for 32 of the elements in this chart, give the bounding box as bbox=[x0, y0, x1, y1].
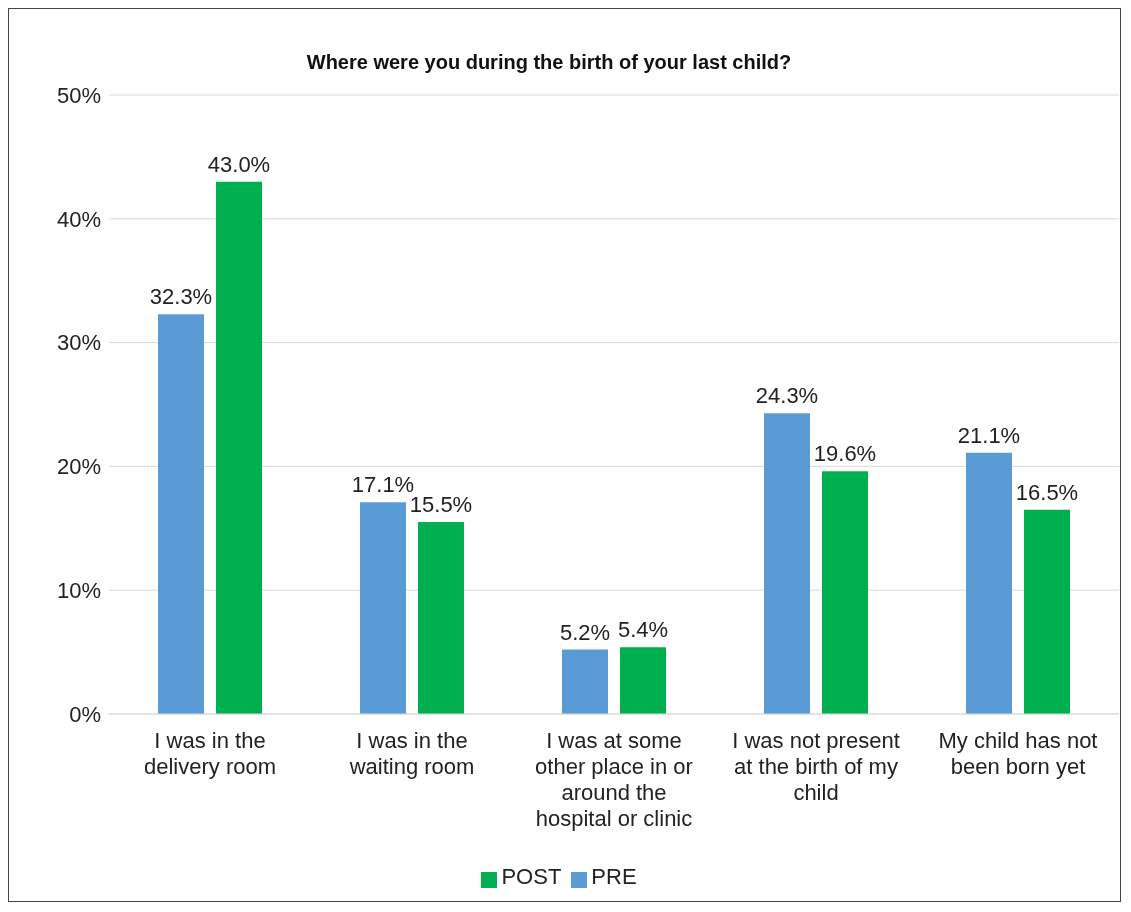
data-label: 5.2% bbox=[559, 619, 611, 645]
bar bbox=[764, 413, 810, 714]
bar bbox=[1024, 509, 1070, 714]
data-label: 5.4% bbox=[617, 617, 669, 643]
bar bbox=[158, 314, 204, 714]
bar bbox=[822, 471, 868, 714]
legend-label: PRE bbox=[591, 864, 637, 889]
x-tick-label: I was at some other place in or around the hospital or clinic bbox=[535, 728, 693, 831]
y-tick-label: 10% bbox=[56, 578, 101, 604]
bar bbox=[620, 647, 666, 714]
data-label: 21.1% bbox=[957, 422, 1021, 448]
bar bbox=[562, 649, 608, 714]
y-tick-label: 0% bbox=[69, 701, 101, 727]
data-label: 16.5% bbox=[1015, 479, 1079, 505]
bar bbox=[360, 502, 406, 714]
y-tick-label: 20% bbox=[56, 454, 101, 480]
data-label: 19.6% bbox=[813, 441, 877, 467]
bar bbox=[418, 522, 464, 714]
chart-title: Where were you during the birth of your last child? bbox=[305, 51, 793, 74]
legend-label: POST bbox=[501, 864, 562, 889]
x-tick-label: I was in the delivery room bbox=[143, 728, 277, 779]
data-label: 32.3% bbox=[149, 284, 213, 310]
x-tick-label: I was in the waiting room bbox=[348, 728, 475, 779]
x-tick-label: My child has not been born yet bbox=[938, 728, 1098, 779]
bar bbox=[216, 181, 262, 714]
data-label: 43.0% bbox=[207, 151, 271, 177]
y-tick-label: 50% bbox=[56, 82, 101, 108]
x-tick-label: I was not present at the birth of my child bbox=[732, 728, 900, 805]
data-label: 24.3% bbox=[755, 383, 819, 409]
y-tick-label: 30% bbox=[56, 330, 101, 356]
bar bbox=[966, 452, 1012, 714]
y-tick-label: 40% bbox=[56, 206, 101, 232]
